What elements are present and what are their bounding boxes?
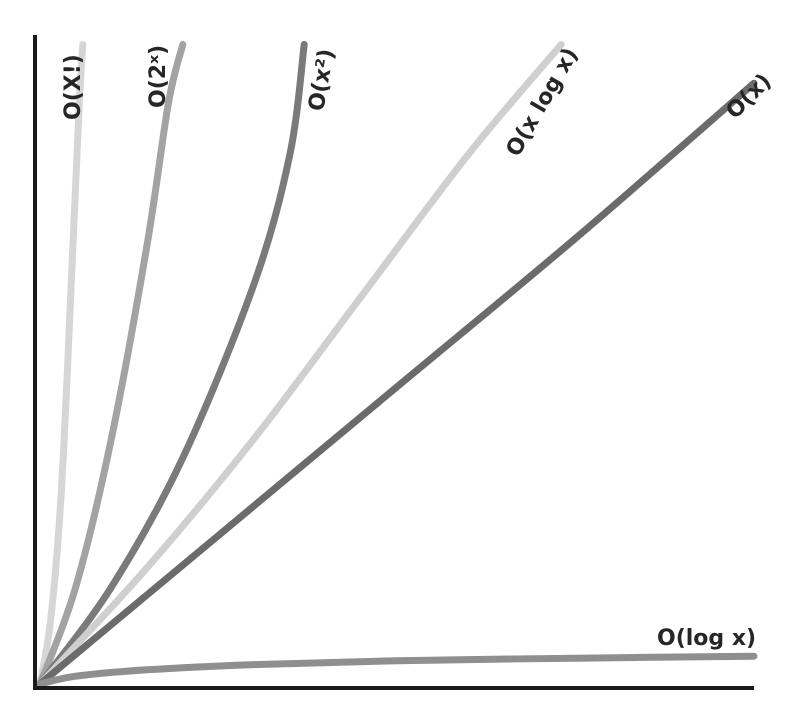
series-line-exp [36,41,187,688]
label-log: O(log x) [657,626,756,651]
curves-group [36,41,758,688]
series-line-nlogn [36,41,565,688]
series-line-linear [36,79,758,688]
series-line-log [36,652,758,688]
series-line-fact [36,41,87,688]
label-factorial: O(X!) [61,54,86,120]
label-exponential: O(2ˣ) [146,45,171,108]
label-linear: O(x) [722,69,777,124]
label-quadratic: O(x²) [304,47,339,113]
series-line-quad [36,41,308,688]
